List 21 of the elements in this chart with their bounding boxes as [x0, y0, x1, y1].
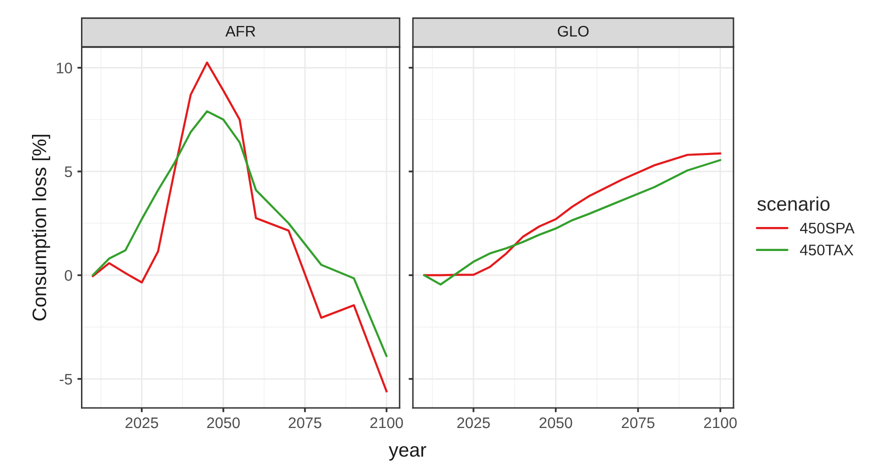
- chart-title: GLO: [558, 26, 589, 37]
- x-tick-label: 2100: [370, 417, 403, 428]
- y-tick-label: 10: [56, 62, 72, 74]
- line-series: [92, 62, 388, 392]
- x-tick-label: 2075: [288, 417, 322, 428]
- x-tick-label: 2050: [207, 417, 240, 428]
- y-tick-label: 5: [64, 166, 72, 178]
- x-tick-label: 2050: [540, 417, 572, 428]
- legend-label: 450SPA: [800, 222, 855, 234]
- x-tick-label: 2025: [126, 417, 158, 428]
- chart-title: AFR: [225, 26, 256, 37]
- x-tick-label: 2075: [622, 417, 654, 428]
- y-tick-label: -5: [60, 374, 72, 385]
- x-tick-label: 2100: [704, 417, 737, 428]
- legend-title: scenario: [757, 196, 830, 211]
- x-axis-title: year: [388, 446, 426, 461]
- y-axis-title: Consumption loss [%]: [32, 134, 50, 321]
- y-tick-label: 0: [64, 270, 72, 281]
- x-tick-label: 2025: [457, 417, 490, 428]
- legend-label: 450TAX: [800, 244, 854, 256]
- line-series: [92, 110, 388, 358]
